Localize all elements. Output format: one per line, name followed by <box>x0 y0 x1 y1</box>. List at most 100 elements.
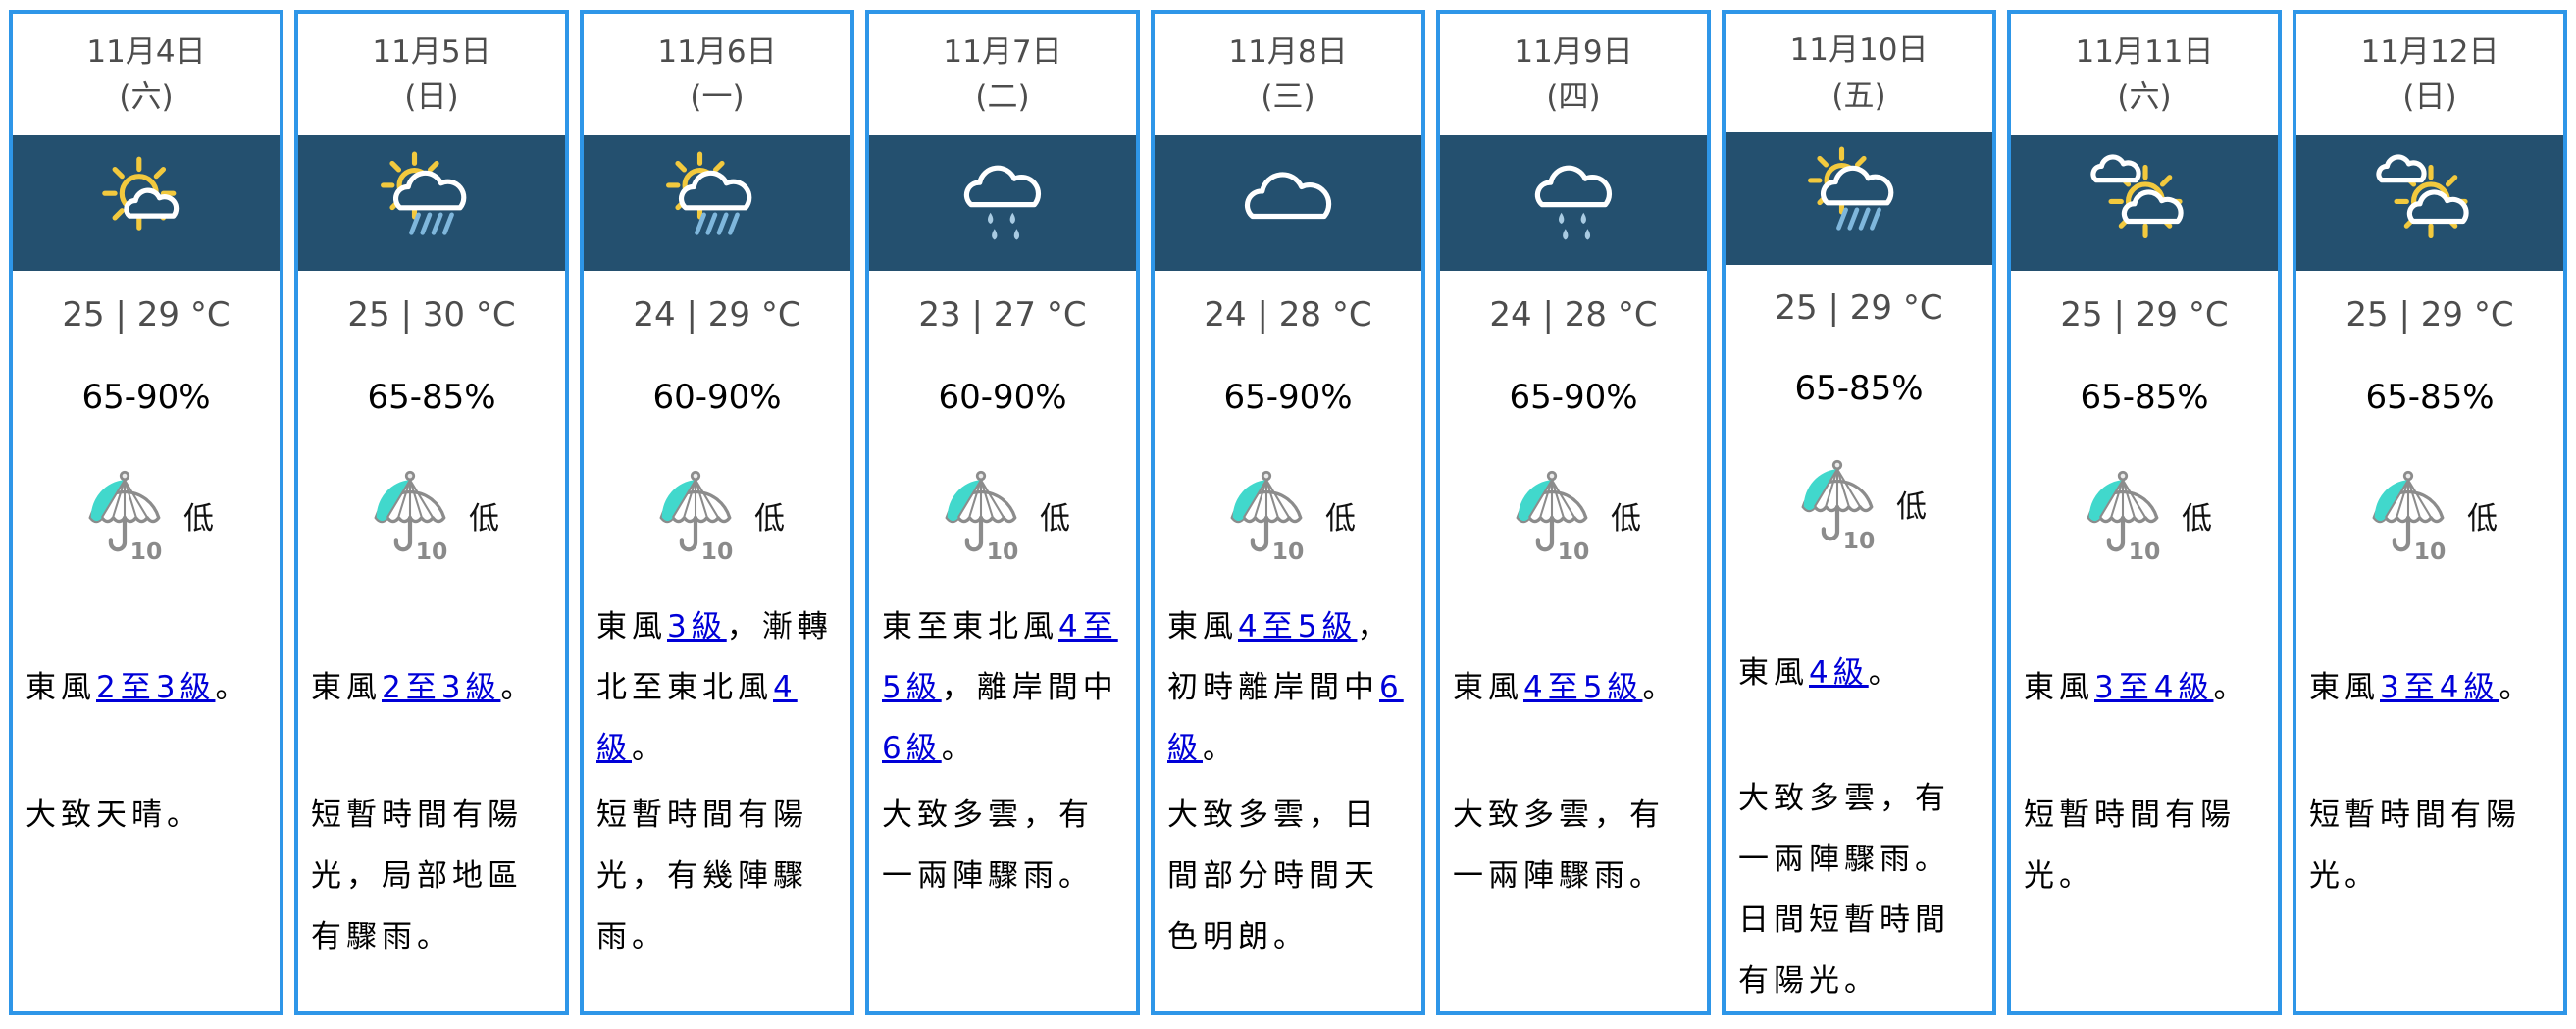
psr-value-label: 10 <box>130 538 163 563</box>
wind-text-segment: 東風 <box>26 670 96 705</box>
psr-umbrella-icon: 10 <box>374 470 447 563</box>
wind-text-segment: 東風 <box>596 609 667 644</box>
psr-teal-panel <box>90 480 125 522</box>
psr-teal-panel <box>1803 469 1837 510</box>
wind-speed-link[interactable]: 4級 <box>1809 655 1869 692</box>
weekday-label: (三) <box>1261 79 1315 115</box>
date-label: 11月11日 <box>2075 33 2214 70</box>
weather-icon-band <box>1440 135 1707 271</box>
forecast-grid: 11月4日 (六) 25 | 29 °C 65-90% 10 低 東風2至3級。… <box>9 10 2567 1015</box>
wind-forecast-text: 東風4至5級，初時離岸間中6級。 <box>1167 596 1409 779</box>
psr-level-label: 低 <box>2467 500 2498 537</box>
wind-speed-link[interactable]: 6級 <box>882 731 942 766</box>
psr-row: 10 低 <box>1726 427 1992 582</box>
weekday-label: (六) <box>119 79 174 115</box>
forecast-day-card: 11月7日 (二) 23 | 27 °C 60-90% 10 低 東至東北風4至… <box>865 10 1140 1015</box>
psr-level-label: 低 <box>1896 489 1927 526</box>
wind-speed-link[interactable]: 4至5級 <box>1238 609 1358 644</box>
wind-text-segment: 。 <box>2213 670 2249 705</box>
weather-description: 大致天晴。 <box>26 797 202 833</box>
psr-teal-panel <box>947 480 981 522</box>
sun-shower-icon <box>1808 146 1894 231</box>
date-header: 11月11日 (六) <box>2011 14 2278 135</box>
cloud-sun-cloud-icon <box>2090 153 2184 238</box>
wind-forecast-text: 東風3至4級。 <box>2024 657 2248 718</box>
wind-speed-link[interactable]: 3至4級 <box>2094 670 2214 705</box>
wind-speed-link[interactable]: 3至4級 <box>2380 670 2499 705</box>
wind-speed-link[interactable]: 3級 <box>667 609 727 644</box>
wind-speed-link[interactable]: 6級 <box>1167 670 1404 766</box>
psr-row: 10 低 <box>13 436 280 594</box>
wind-text-segment: 。 <box>941 731 977 766</box>
psr-teal-panel <box>2088 480 2123 522</box>
wind-speed-link[interactable]: 4至5級 <box>1523 670 1643 705</box>
temperature-range: 25 | 29 °C <box>2060 295 2229 334</box>
wind-forecast: 東至東北風4至5級，離岸間中 6級。 <box>869 594 1136 781</box>
date-header: 11月10日 (五) <box>1726 14 1992 132</box>
weekday-label: (一) <box>690 79 745 115</box>
wind-text-segment: 。 <box>2499 670 2535 705</box>
temperature-range: 25 | 30 °C <box>347 295 516 334</box>
date-label: 11月5日 <box>372 33 491 70</box>
wind-text-segment: 東至東北風 <box>882 609 1058 644</box>
wind-forecast: 東風3至4級。 <box>2011 594 2278 781</box>
wind-text-segment: 東風 <box>311 670 382 705</box>
weather-description: 大致多雲，有一兩陣驟雨。 <box>1453 797 1665 894</box>
date-label: 11月10日 <box>1789 32 1929 69</box>
weather-description: 大致多雲，有一兩陣驟雨。日間短暫時間有陽光。 <box>1738 781 1950 999</box>
wind-speed-link[interactable]: 2至3級 <box>382 670 501 705</box>
weather-description: 短暫時間有陽光。 <box>2024 797 2236 894</box>
temperature-range: 24 | 28 °C <box>1489 295 1658 334</box>
wind-speed-link[interactable]: 2至3級 <box>96 670 216 705</box>
humidity-range: 65-85% <box>367 378 496 417</box>
psr-value-label: 10 <box>1558 538 1590 563</box>
psr-umbrella-icon: 10 <box>945 470 1018 563</box>
wind-forecast-text: 東風4至5級。 <box>1453 657 1677 718</box>
psr-umbrella-icon: 10 <box>659 470 733 563</box>
wind-text-segment: 東風 <box>1738 655 1809 692</box>
psr-umbrella-icon: 10 <box>1230 470 1304 563</box>
wind-forecast-text: 東至東北風4至5級，離岸間中 6級。 <box>882 596 1123 779</box>
weekday-label: (六) <box>2117 79 2172 115</box>
wind-speed-link[interactable]: 4至5級 <box>882 609 1118 705</box>
weather-icon-band <box>584 135 850 271</box>
date-label: 11月12日 <box>2360 33 2499 70</box>
forecast-day-card: 11月5日 (日) 25 | 30 °C 65-85% 10 低 東風2至3級。… <box>294 10 569 1015</box>
wind-forecast-text: 東風4級。 <box>1738 643 1904 703</box>
date-header: 11月4日 (六) <box>13 14 280 135</box>
rain-icon <box>1534 165 1613 239</box>
sun-with-cloud-icon <box>102 156 180 231</box>
wind-forecast-text: 東風3級，漸轉北至東北風4級。 <box>596 596 838 779</box>
date-header: 11月9日 (四) <box>1440 14 1707 135</box>
psr-umbrella-icon: 10 <box>2087 470 2160 563</box>
humidity-range: 65-90% <box>81 378 211 417</box>
forecast-day-card: 11月11日 (六) 25 | 29 °C 65-85% 10 低 東風3至4級… <box>2007 10 2282 1015</box>
weekday-label: (四) <box>1546 79 1601 115</box>
weather-icon-band <box>869 135 1136 271</box>
forecast-day-card: 11月8日 (三) 24 | 28 °C 65-90% 10 低 東風4至5級，… <box>1151 10 1425 1015</box>
psr-teal-panel <box>2374 480 2408 522</box>
psr-umbrella-icon: 10 <box>88 470 163 563</box>
humidity-range: 60-90% <box>652 378 782 417</box>
psr-level-label: 低 <box>469 500 499 537</box>
psr-level-label: 低 <box>183 500 214 537</box>
weekday-label: (日) <box>404 79 459 115</box>
wind-text-segment: 。 <box>1642 670 1678 705</box>
psr-teal-panel <box>661 480 696 522</box>
forecast-day-card: 11月9日 (四) 24 | 28 °C 65-90% 10 低 東風4至5級。… <box>1436 10 1711 1015</box>
sun-shower-icon <box>381 151 467 235</box>
weather-description: 短暫時間有陽光，局部地區有驟雨。 <box>311 797 523 954</box>
weather-icon-band <box>2011 135 2278 271</box>
date-label: 11月4日 <box>86 33 206 70</box>
wind-text-segment: 。 <box>215 670 251 705</box>
wind-forecast: 東風4級。 <box>1726 582 1992 764</box>
humidity-range: 65-90% <box>1509 378 1638 417</box>
wind-speed-link[interactable]: 4級 <box>596 670 798 766</box>
psr-umbrella-icon: 10 <box>2372 470 2447 563</box>
forecast-day-card: 11月12日 (日) 25 | 29 °C 65-85% 10 低 東風3至4級… <box>2293 10 2567 1015</box>
psr-value-label: 10 <box>2414 538 2447 563</box>
date-header: 11月6日 (一) <box>584 14 850 135</box>
psr-umbrella-icon: 10 <box>1516 470 1590 563</box>
wind-text-segment: 東風 <box>1453 670 1523 705</box>
